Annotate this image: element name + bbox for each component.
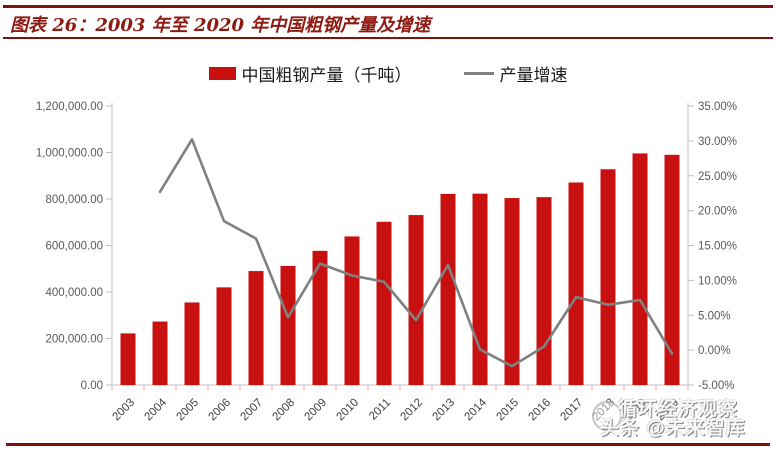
x-axis-label-2015: 2015 — [495, 397, 522, 424]
left-axis-tick-label: 0.00 — [81, 380, 103, 392]
right-axis-tick-label: 5.00% — [698, 310, 731, 322]
bottom-border-rule — [6, 443, 770, 446]
x-axis-label-2016: 2016 — [527, 397, 554, 424]
x-axis-label-2010: 2010 — [335, 397, 362, 424]
x-axis-label-2007: 2007 — [239, 397, 266, 424]
left-axis-tick-label: 1,200,000.00 — [36, 101, 103, 113]
bar-2006 — [216, 287, 232, 385]
x-axis-label-2005: 2005 — [175, 397, 202, 424]
right-axis-tick-label: 0.00% — [698, 345, 731, 357]
bar-2005 — [184, 302, 200, 385]
left-axis-tick-label: 800,000.00 — [45, 194, 103, 206]
page-title: 图表 26：2003 年至 2020 年中国粗钢产量及增速 — [10, 15, 431, 36]
right-axis-tick-label: 10.00% — [698, 275, 737, 287]
chart-legend: 中国粗钢产量（千吨） 产量增速 — [0, 60, 776, 86]
bar-2016 — [536, 197, 552, 385]
top-border-rule — [3, 5, 773, 8]
x-axis-label-2019: 2019 — [623, 397, 650, 424]
legend-item-growth: 产量增速 — [463, 61, 568, 86]
bar-2020 — [664, 154, 680, 385]
bar-2018 — [600, 169, 616, 385]
x-axis-label-2008: 2008 — [271, 397, 298, 424]
left-axis-tick-label: 400,000.00 — [45, 287, 103, 299]
x-axis-label-2017: 2017 — [559, 397, 586, 424]
bar-2013 — [440, 193, 456, 385]
right-axis-tick-label: -5.00% — [698, 380, 734, 392]
bar-2009 — [312, 250, 328, 385]
x-axis-label-2009: 2009 — [303, 397, 330, 424]
x-axis-label-2012: 2012 — [399, 397, 426, 424]
x-axis-label-2011: 2011 — [367, 397, 393, 423]
bar-2008 — [280, 265, 296, 385]
bar-2012 — [408, 215, 424, 385]
x-axis-label-2018: 2018 — [591, 397, 618, 424]
bar-2004 — [152, 321, 168, 385]
right-axis-tick-label: 30.00% — [698, 136, 737, 148]
right-axis-tick-label: 25.00% — [698, 171, 737, 183]
x-axis-label-2004: 2004 — [143, 396, 170, 423]
right-axis-tick-label: 35.00% — [698, 101, 737, 113]
growth-rate-line — [158, 138, 674, 368]
x-axis-label-2013: 2013 — [431, 397, 458, 424]
x-axis-label-2006: 2006 — [207, 397, 234, 424]
legend-item-production: 中国粗钢产量（千吨） — [208, 61, 412, 86]
legend-label-growth: 产量增速 — [499, 65, 568, 86]
bar-2010 — [344, 236, 360, 385]
bar-2011 — [376, 221, 392, 385]
bar-2014 — [472, 193, 488, 385]
right-axis-tick-label: 15.00% — [698, 241, 737, 253]
legend-label-production: 中国粗钢产量（千吨） — [241, 65, 412, 86]
right-axis-tick-label: 20.00% — [698, 206, 737, 218]
x-axis-label-2003: 2003 — [111, 397, 138, 424]
left-axis-tick-label: 1,000,000.00 — [36, 148, 103, 160]
line-series-swatch — [463, 71, 494, 75]
title-underline-rule — [3, 37, 773, 39]
bar-2019 — [632, 153, 648, 385]
bar-2007 — [248, 271, 264, 385]
bar-2017 — [568, 182, 584, 385]
bar-2003 — [120, 333, 136, 385]
bar-2015 — [504, 198, 520, 385]
left-axis-tick-label: 200,000.00 — [45, 334, 103, 346]
left-axis-tick-label: 600,000.00 — [45, 241, 103, 253]
x-axis-label-2020: 2020 — [655, 397, 682, 424]
bar-series-swatch — [208, 66, 236, 80]
x-axis-label-2014: 2014 — [463, 396, 490, 423]
